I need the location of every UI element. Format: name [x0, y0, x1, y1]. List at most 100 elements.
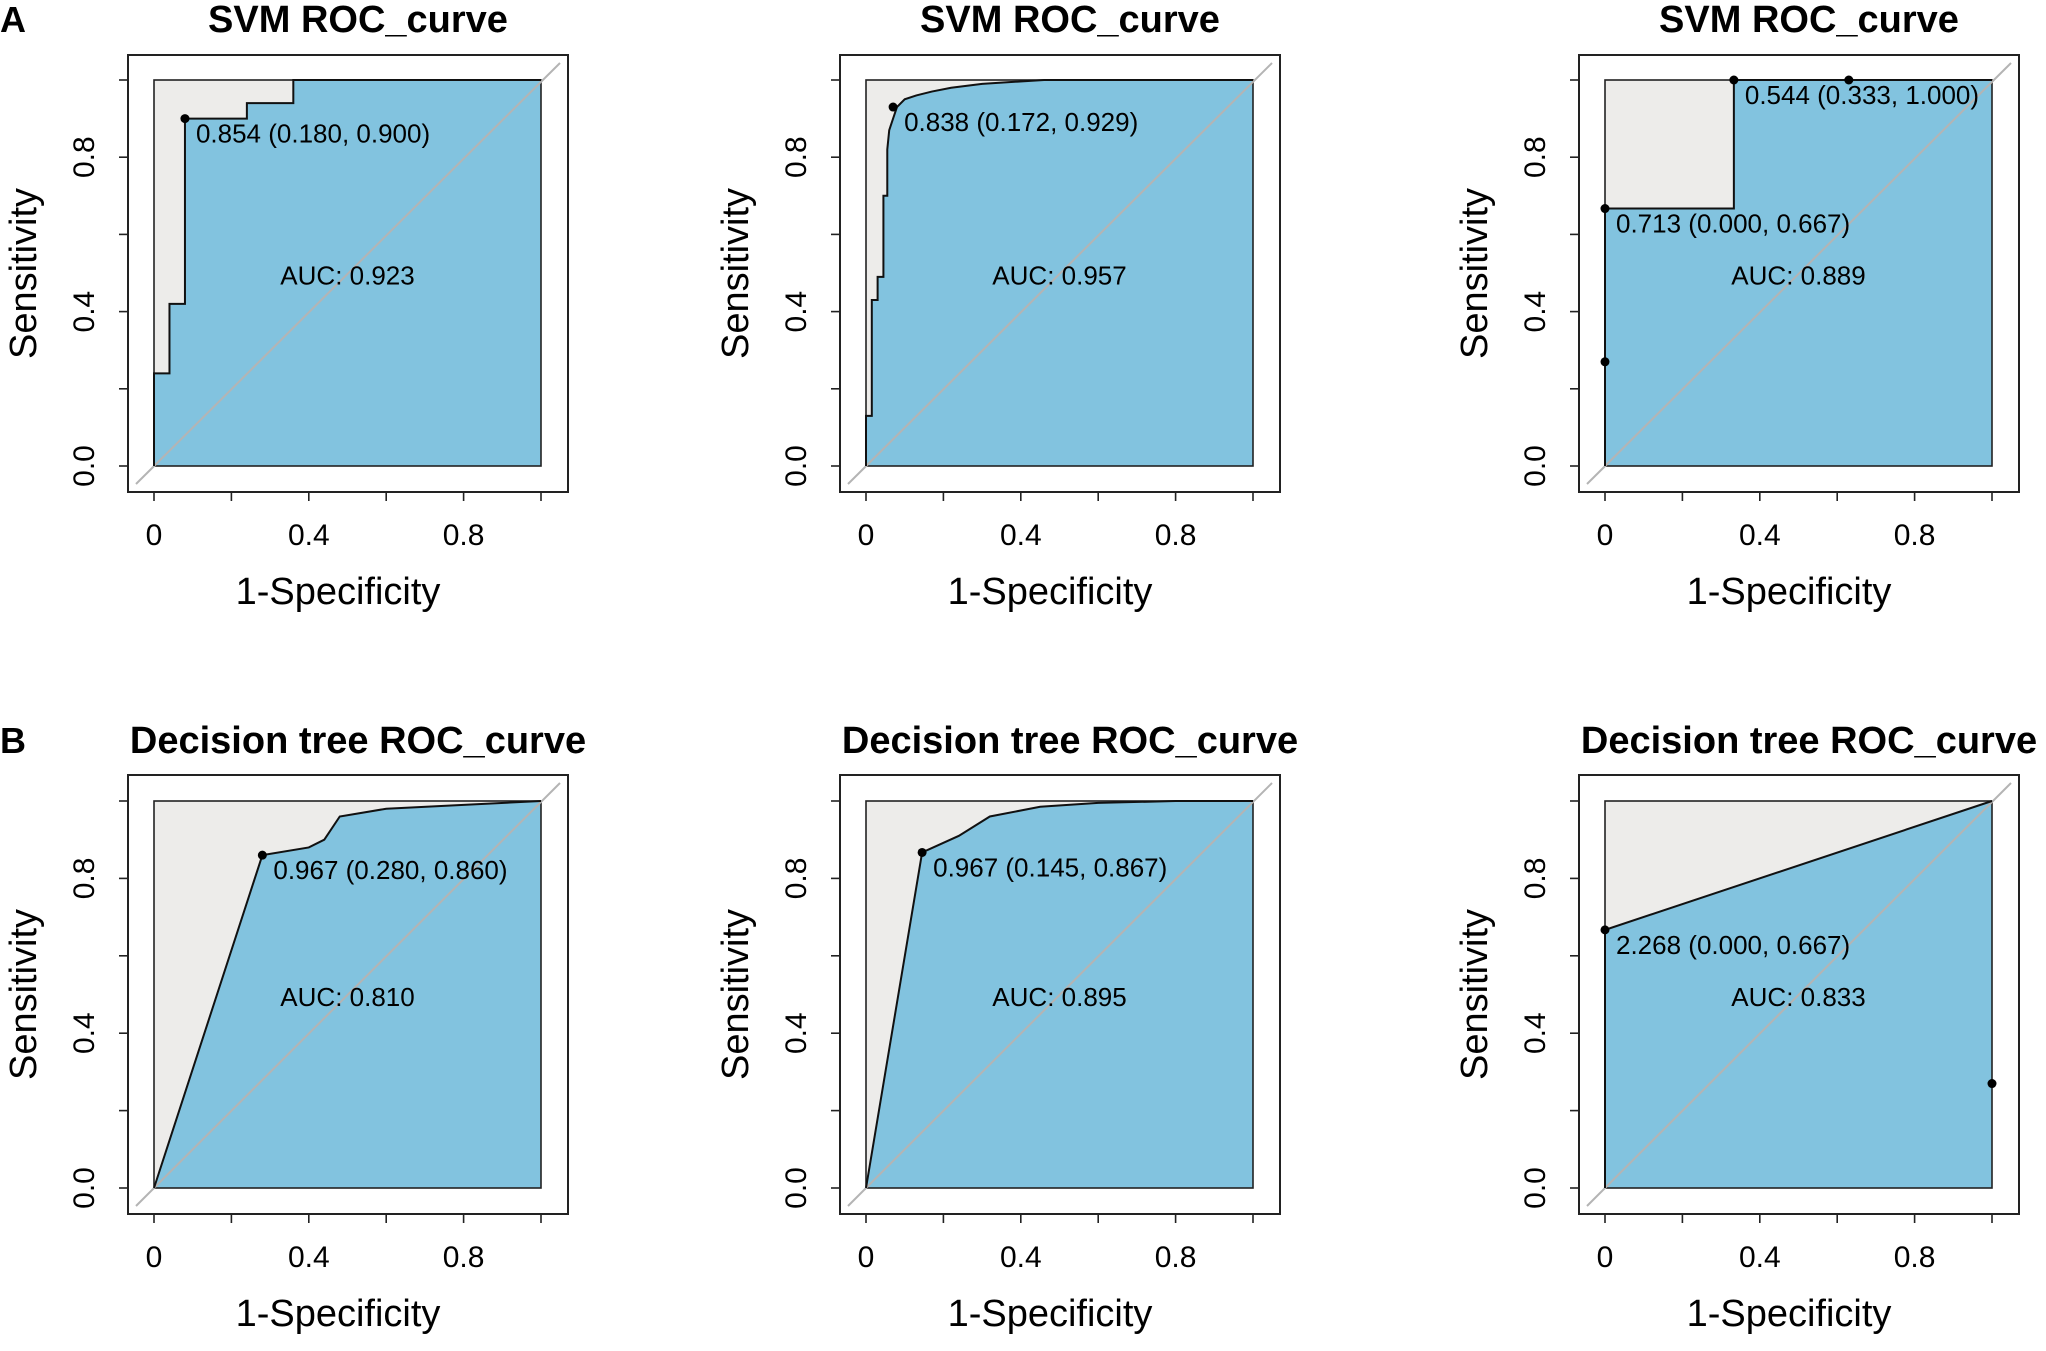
plot-frame [1578, 54, 2020, 493]
threshold-label: 0.967 (0.145, 0.867) [933, 852, 1167, 882]
y-tick-label: 0.8 [780, 858, 813, 900]
y-tick-label: 0.4 [1519, 291, 1552, 333]
roc-curve-line [865, 800, 1253, 1189]
y-tick-label: 0.8 [1519, 136, 1552, 178]
plot-region-box [865, 800, 1254, 1189]
auc-label: AUC: 0.810 [280, 982, 414, 1012]
x-tick-label: 0 [146, 1241, 163, 1274]
x-axis-label: 1-Specificity [1687, 571, 1892, 613]
threshold-point [1729, 75, 1739, 85]
roc-curve-line [1604, 79, 1992, 466]
chart-title: Decision tree ROC_curve [1581, 720, 2037, 762]
auc-label: AUC: 0.895 [992, 982, 1126, 1012]
x-axis-label: 1-Specificity [236, 1293, 441, 1335]
reference-diagonal [847, 782, 1273, 1207]
x-tick-label: 0.8 [1894, 1241, 1936, 1274]
auc-label: AUC: 0.889 [1731, 261, 1865, 291]
y-tick-label: 0.0 [780, 445, 813, 487]
x-tick-label: 0.4 [1000, 1241, 1042, 1274]
x-tick-label: 0 [1597, 519, 1614, 552]
y-axis-label: Sensitivity [1454, 909, 1496, 1080]
x-tick-label: 0 [858, 519, 875, 552]
x-tick-label: 0.8 [443, 1241, 485, 1274]
x-tick-label: 0.4 [1739, 519, 1781, 552]
x-axis-label: 1-Specificity [236, 571, 441, 613]
threshold-point [1600, 357, 1610, 367]
reference-diagonal [1586, 62, 2012, 485]
plot-frame [127, 774, 569, 1215]
reference-diagonal [135, 62, 561, 485]
reference-diagonal [847, 62, 1273, 485]
roc-panel-6: 2.268 (0.000, 0.667) AUC: 0.833 0 0.4 0.8 0.0… [1454, 720, 2037, 1335]
threshold-label: 0.854 (0.180, 0.900) [196, 119, 430, 149]
threshold-point [1600, 925, 1610, 935]
y-tick-label: 0.0 [68, 1167, 101, 1209]
y-tick-label: 0.0 [68, 445, 101, 487]
threshold-point [917, 847, 927, 857]
threshold-point [1844, 75, 1854, 85]
reference-diagonal [135, 782, 561, 1207]
y-tick-label: 0.4 [780, 291, 813, 333]
y-tick-label: 0.0 [780, 1167, 813, 1209]
y-tick-label: 0.4 [68, 1012, 101, 1054]
y-tick-label: 0.4 [1519, 1012, 1552, 1054]
roc-curve-line [153, 800, 542, 1189]
roc-panel-1: 0.854 (0.180, 0.900) AUC: 0.923 0 0.4 0.8 0.0… [3, 0, 569, 613]
threshold-label: 0.838 (0.172, 0.929) [904, 107, 1138, 137]
threshold-point [257, 850, 267, 860]
plot-frame [127, 54, 569, 493]
x-tick-label: 0.8 [443, 519, 485, 552]
plot-frame [839, 54, 1281, 493]
y-axis-label: Sensitivity [3, 188, 45, 359]
y-axis-label: Sensitivity [3, 909, 45, 1080]
y-tick-label: 0.8 [68, 136, 101, 178]
panel-label-a: A [0, 0, 26, 40]
auc-label: AUC: 0.957 [992, 261, 1126, 291]
threshold-label: 0.713 (0.000, 0.667) [1616, 209, 1850, 239]
x-tick-label: 0.4 [288, 519, 330, 552]
roc-curve-line [865, 79, 1253, 466]
chart-title: Decision tree ROC_curve [130, 720, 586, 762]
x-tick-label: 0.4 [288, 1241, 330, 1274]
y-tick-label: 0.0 [1519, 445, 1552, 487]
y-axis-label: Sensitivity [715, 909, 757, 1080]
reference-diagonal [1586, 782, 2012, 1207]
panel-label-b: B [0, 720, 26, 761]
roc-panel-3: 0.713 (0.000, 0.667) 0.544 (0.333, 1.000)… [1454, 0, 2020, 613]
roc-panel-2: 0.838 (0.172, 0.929) AUC: 0.957 0 0.4 0.8 0.0… [715, 0, 1281, 613]
y-tick-label: 0.8 [1519, 858, 1552, 900]
threshold-point [1600, 204, 1610, 214]
threshold-label: 2.268 (0.000, 0.667) [1616, 930, 1850, 960]
x-axis-label: 1-Specificity [1687, 1293, 1892, 1335]
y-tick-label: 0.8 [68, 858, 101, 900]
chart-title: SVM ROC_curve [920, 0, 1220, 41]
y-tick-label: 0.8 [780, 136, 813, 178]
threshold-point [888, 102, 898, 112]
threshold-label: 0.967 (0.280, 0.860) [273, 855, 507, 885]
plot-grid: 0.854 (0.180, 0.900) AUC: 0.923 0 0.4 0.8 0.0… [3, 0, 2037, 1335]
x-tick-label: 0.4 [1739, 1241, 1781, 1274]
x-tick-label: 0.8 [1894, 519, 1936, 552]
threshold-point [1987, 1079, 1997, 1089]
y-tick-label: 0.4 [780, 1012, 813, 1054]
chart-title: SVM ROC_curve [208, 0, 508, 41]
threshold-label: 0.544 (0.333, 1.000) [1745, 80, 1979, 110]
x-tick-label: 0.8 [1155, 1241, 1197, 1274]
chart-title: Decision tree ROC_curve [842, 720, 1298, 762]
threshold-point [180, 114, 190, 124]
roc-panel-4: 0.967 (0.280, 0.860) AUC: 0.810 0 0.4 0.8 0.0… [3, 720, 586, 1335]
x-tick-label: 0 [146, 519, 163, 552]
chart-title: SVM ROC_curve [1659, 0, 1959, 41]
x-axis-label: 1-Specificity [948, 571, 1153, 613]
y-axis-label: Sensitivity [1454, 188, 1496, 359]
y-axis-label: Sensitivity [715, 188, 757, 359]
x-tick-label: 0.4 [1000, 519, 1042, 552]
x-tick-label: 0 [1597, 1241, 1614, 1274]
plot-frame [839, 774, 1281, 1215]
auc-label: AUC: 0.923 [280, 261, 414, 291]
auc-label: AUC: 0.833 [1731, 982, 1865, 1012]
x-tick-label: 0.8 [1155, 519, 1197, 552]
x-axis-label: 1-Specificity [948, 1293, 1153, 1335]
plot-frame [1578, 774, 2020, 1215]
